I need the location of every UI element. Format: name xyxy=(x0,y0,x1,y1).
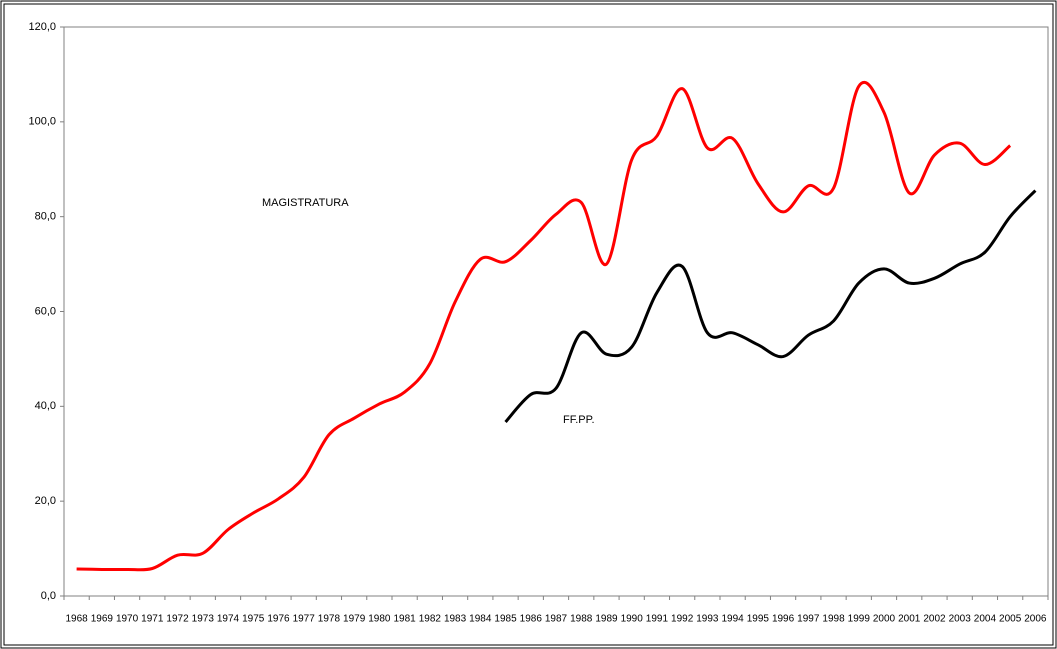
series-annotation: MAGISTRATURA xyxy=(262,197,349,209)
y-tick-label: 20,0 xyxy=(35,495,56,507)
y-tick-label: 40,0 xyxy=(35,400,56,412)
x-tick-label: 1994 xyxy=(721,614,744,625)
x-tick-label: 2000 xyxy=(873,614,896,625)
x-tick-label: 1978 xyxy=(318,614,341,625)
x-tick-label: 2004 xyxy=(974,614,997,625)
series-annotation: FF.PP. xyxy=(563,414,595,426)
x-tick-label: 1971 xyxy=(141,614,164,625)
x-tick-label: 1968 xyxy=(65,614,88,625)
x-tick-label: 1979 xyxy=(343,614,366,625)
x-tick-label: 1986 xyxy=(520,614,543,625)
x-tick-label: 1989 xyxy=(595,614,618,625)
x-tick-label: 1987 xyxy=(545,614,568,625)
x-tick-label: 1997 xyxy=(797,614,820,625)
y-tick-label: 100,0 xyxy=(28,116,56,128)
x-tick-label: 1975 xyxy=(242,614,265,625)
x-tick-label: 1996 xyxy=(772,614,795,625)
x-tick-label: 1976 xyxy=(267,614,290,625)
x-tick-label: 1970 xyxy=(116,614,139,625)
x-tick-label: 1982 xyxy=(419,614,442,625)
x-tick-label: 1983 xyxy=(444,614,467,625)
x-tick-label: 1990 xyxy=(621,614,644,625)
x-tick-label: 2005 xyxy=(999,614,1022,625)
x-tick-label: 1995 xyxy=(747,614,770,625)
x-tick-label: 2003 xyxy=(949,614,972,625)
x-tick-label: 1992 xyxy=(671,614,694,625)
x-tick-label: 1998 xyxy=(822,614,845,625)
series-line xyxy=(504,189,1037,423)
x-tick-label: 1988 xyxy=(570,614,593,625)
series-line xyxy=(76,81,1012,572)
x-tick-label: 1999 xyxy=(848,614,871,625)
x-tick-label: 1974 xyxy=(217,614,240,625)
x-tick-label: 2001 xyxy=(898,614,921,625)
x-tick-label: 2002 xyxy=(923,614,946,625)
x-tick-label: 1984 xyxy=(469,614,492,625)
x-tick-label: 1977 xyxy=(293,614,316,625)
y-tick-label: 120,0 xyxy=(28,21,56,33)
x-tick-label: 1993 xyxy=(696,614,719,625)
x-tick-label: 1980 xyxy=(368,614,391,625)
y-tick-label: 0,0 xyxy=(41,590,56,602)
x-tick-label: 2006 xyxy=(1024,614,1047,625)
inner-frame xyxy=(3,3,1054,646)
y-tick-label: 60,0 xyxy=(35,305,56,317)
x-tick-label: 1972 xyxy=(166,614,189,625)
x-tick-label: 1981 xyxy=(393,614,416,625)
x-tick-label: 1973 xyxy=(192,614,215,625)
x-tick-label: 1969 xyxy=(91,614,114,625)
x-tick-label: 1991 xyxy=(646,614,669,625)
x-tick-label: 1985 xyxy=(494,614,517,625)
y-tick-label: 80,0 xyxy=(35,211,56,223)
